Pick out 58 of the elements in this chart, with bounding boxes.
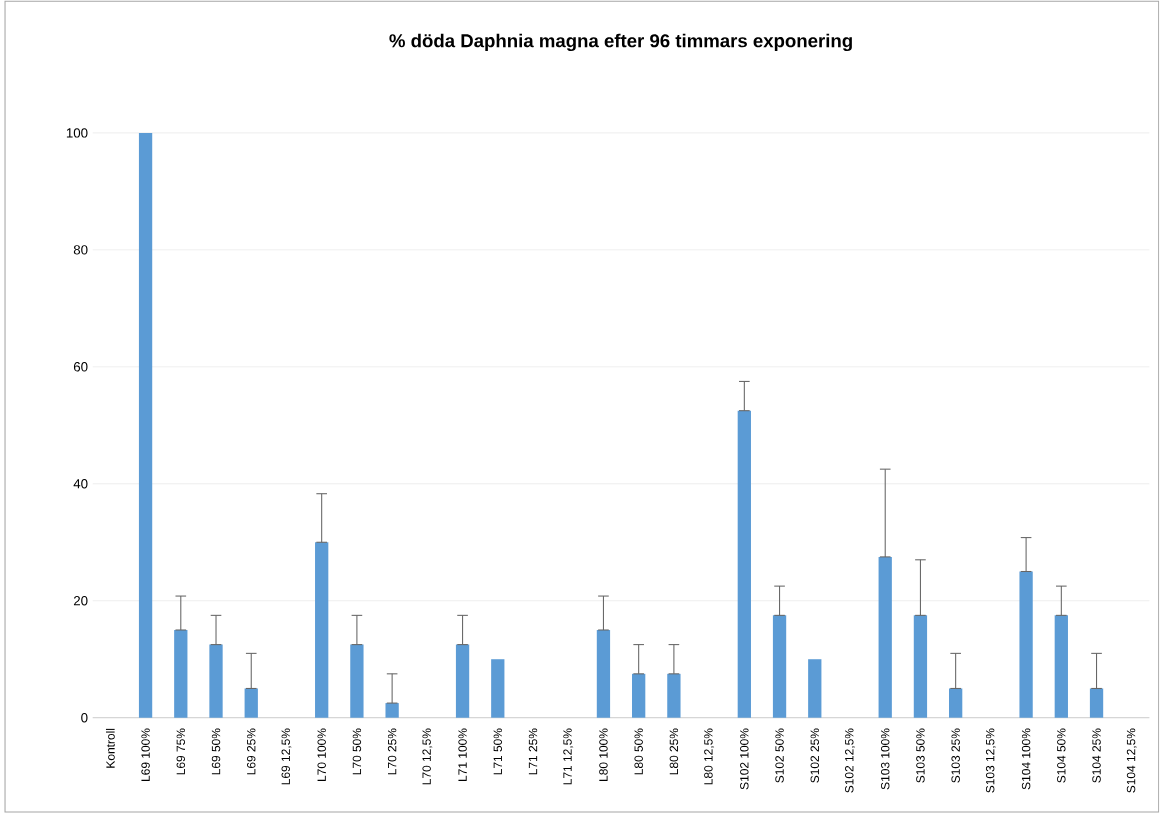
bar	[385, 702, 399, 718]
x-tick-label: L70 12,5%	[422, 728, 433, 785]
x-tick-label: S104 50%	[1057, 728, 1066, 783]
x-tick-label: L69 75%	[176, 728, 186, 775]
bar	[315, 542, 329, 718]
x-tick-label: S104 12,5%	[1126, 728, 1137, 793]
bar	[596, 629, 611, 718]
bar	[138, 132, 153, 718]
x-tick-label: L69 50%	[211, 728, 221, 775]
bar	[667, 673, 681, 718]
x-tick-label: L71 25%	[528, 728, 538, 775]
x-tick-label: Kontroll	[105, 728, 115, 768]
bar	[244, 688, 258, 718]
y-tick-label: 20	[73, 595, 88, 606]
bar	[1054, 615, 1068, 718]
bar	[174, 629, 188, 718]
x-tick-label: S104 25%	[1092, 728, 1101, 783]
x-tick-label: S103 25%	[951, 728, 960, 783]
x-tick-label: L70 50%	[352, 728, 362, 775]
bar	[878, 556, 892, 718]
x-tick-label: L69 12,5%	[281, 728, 292, 785]
bar	[913, 615, 928, 718]
y-tick-label: 40	[73, 478, 88, 489]
x-tick-label: L70 25%	[387, 728, 397, 775]
chart-title: % döda Daphnia magna efter 96 timmars exponering	[389, 33, 852, 51]
x-tick-label: S102 50%	[775, 728, 784, 783]
x-tick-label: S102 25%	[810, 728, 820, 783]
x-tick-label: S103 100%	[880, 728, 890, 790]
x-tick-label: L71 100%	[458, 728, 467, 781]
x-tick-label: L80 100%	[599, 728, 608, 781]
bar	[491, 659, 505, 718]
bar	[350, 644, 364, 718]
x-tick-label: S102 100%	[740, 728, 749, 790]
y-tick-label: 0	[81, 712, 88, 723]
bar	[808, 659, 822, 718]
y-tick-label: 100	[66, 128, 88, 138]
bar	[632, 673, 646, 718]
x-tick-label: L80 50%	[634, 728, 643, 775]
bar	[737, 410, 751, 718]
bar	[1089, 688, 1104, 718]
x-tick-label: S103 50%	[916, 728, 925, 783]
x-tick-label: L69 25%	[247, 728, 256, 775]
bar	[455, 644, 470, 718]
x-tick-label: L69 100%	[141, 728, 150, 781]
x-tick-label: S104 100%	[1021, 728, 1031, 790]
bar	[772, 615, 787, 718]
x-tick-label: S102 12,5%	[845, 728, 855, 793]
x-tick-label: L80 12,5%	[704, 728, 715, 785]
x-tick-label: L70 100%	[317, 728, 326, 781]
bar	[1019, 571, 1033, 718]
y-tick-label: 80	[73, 244, 88, 255]
bar	[949, 688, 963, 718]
x-tick-label: L80 25%	[669, 728, 679, 775]
x-tick-label: S103 12,5%	[985, 728, 996, 793]
x-tick-label: L71 50%	[493, 728, 503, 775]
x-tick-label: L71 12,5%	[563, 728, 574, 785]
y-tick-label: 60	[73, 361, 88, 372]
bar	[209, 644, 223, 718]
